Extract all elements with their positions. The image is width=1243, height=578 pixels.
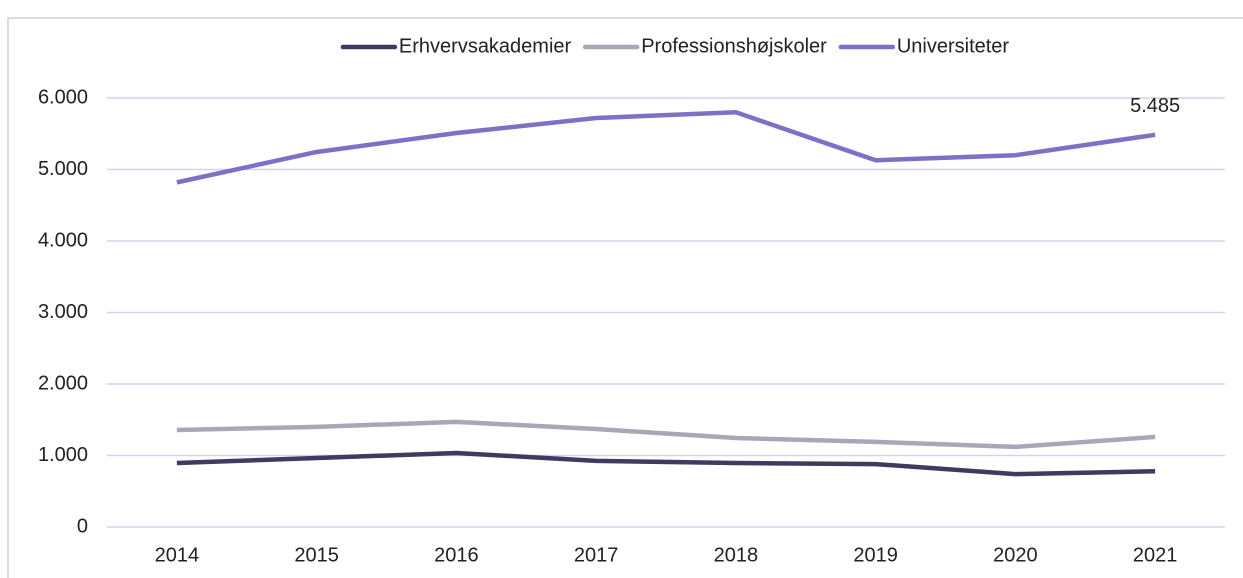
y-tick-label: 6.000: [38, 86, 88, 108]
series-line: [176, 110, 1156, 185]
legend-label: Professionshøjskoler: [641, 35, 827, 57]
y-tick-label: 3.000: [38, 301, 88, 323]
x-tick-label: 2015: [294, 544, 339, 566]
series-line: [176, 450, 1156, 477]
data-label: 5.485: [1130, 95, 1180, 117]
y-tick-label: 0: [77, 515, 88, 537]
x-tick-label: 2019: [853, 544, 898, 566]
x-tick-label: 2018: [714, 544, 759, 566]
y-tick-label: 4.000: [38, 229, 88, 251]
legend-label: Universiteter: [897, 35, 1010, 57]
x-tick-label: 2016: [434, 544, 479, 566]
x-tick-label: 2017: [574, 544, 619, 566]
x-tick-label: 2014: [155, 544, 200, 566]
chart-frame: [7, 17, 1243, 578]
legend-label: Erhvervsakademier: [399, 35, 572, 57]
series-line: [176, 419, 1156, 450]
x-tick-label: 2020: [993, 544, 1038, 566]
x-tick-label: 2021: [1133, 544, 1178, 566]
y-tick-label: 5.000: [38, 158, 88, 180]
y-tick-label: 2.000: [38, 372, 88, 394]
y-tick-label: 1.000: [38, 444, 88, 466]
